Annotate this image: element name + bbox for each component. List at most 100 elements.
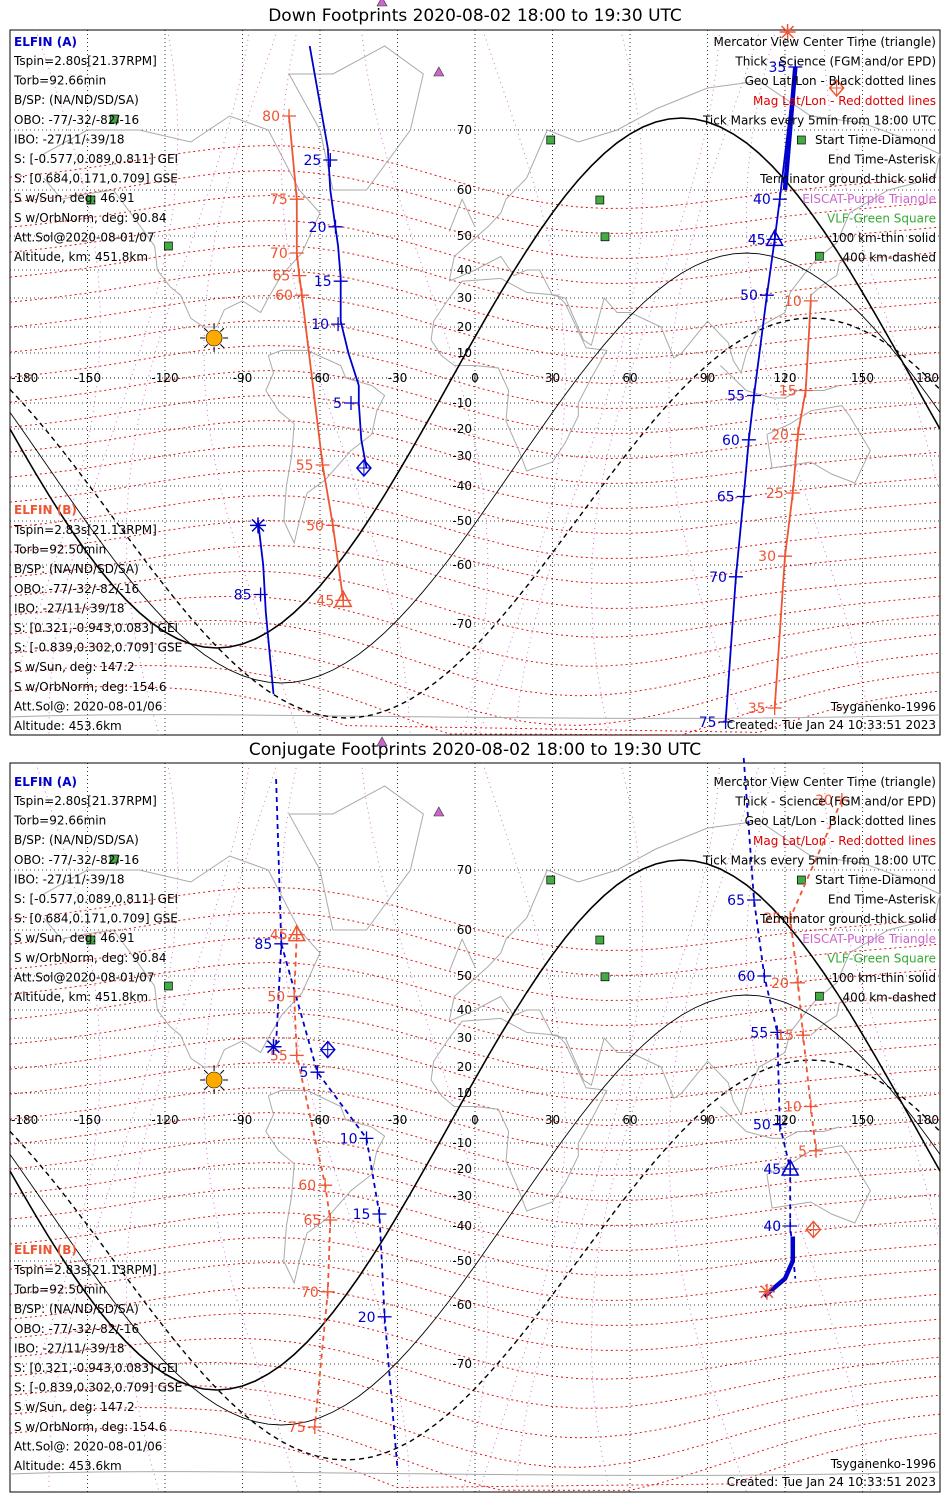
elfin-a-tick-label: 85 (254, 937, 272, 953)
vlf-station (600, 232, 610, 242)
lon-tick-label: 30 (545, 371, 560, 385)
sun-ray (220, 1069, 225, 1074)
vlf-station (109, 854, 119, 864)
mag-meridian (125, 29, 251, 736)
elfin-a-title: ELFIN (A) (14, 775, 77, 789)
terminator-400km (9, 317, 941, 719)
conjugate-footprints-map: -180 -150 -120 -90 -60 -30 0 30 60 90 120 150 180706… (9, 736, 941, 1493)
vlf-station (164, 981, 173, 991)
elfin-a-tick-label: 75 (699, 715, 717, 731)
lon-tick-label: -90 (233, 1113, 253, 1127)
elfin-b-info-line: B/SP: (NA/ND/SD/SA) (14, 562, 139, 576)
lon-tick-label: -30 (388, 371, 408, 385)
lat-tick-label: -60 (452, 558, 472, 572)
lat-tick-label: 10 (457, 346, 472, 360)
elfin-b-tick-mark (790, 427, 805, 442)
mag-parallel (9, 620, 941, 697)
elfin-a-west-tick-label: 5 (333, 396, 342, 412)
mag-parallel (9, 665, 941, 736)
elfin-a-info-line: IBO: -27/11/-39/18 (14, 132, 125, 146)
elfin-a-info-line: S: [-0.577,0.089,0.811] GEI (14, 152, 178, 166)
elfin-a-tick-label: 45 (748, 232, 766, 248)
lon-tick-label: 0 (471, 1113, 479, 1127)
lon-tick-label: -120 (151, 371, 178, 385)
vlf-station (164, 241, 173, 251)
elfin-a-west-tick-mark (331, 317, 346, 332)
elfin-a-tick-mark (772, 1117, 787, 1132)
elfin-a-info-line: Tspin=2.80s[21.37RPM] (13, 794, 157, 808)
elfin-b-tick-label: 70 (270, 246, 288, 262)
legend-entry: Tick Marks every 5min from 18:00 UTC (702, 853, 936, 867)
elfin-a-tick-label: 65 (727, 893, 745, 909)
model-label: Tsyganenko-1996 (830, 1457, 936, 1471)
elfin-b-tick-label: 30 (815, 793, 833, 809)
elfin-b-info-line: S: [0.321,-0.943,0.083] GEI (14, 621, 178, 635)
elfin-a-tick-mark (747, 893, 761, 907)
vlf-station (815, 991, 824, 1001)
legend-entry: VLF-Green Square (827, 951, 936, 965)
elfin-b-title: ELFIN (B) (14, 1243, 77, 1257)
eiscat-station (433, 806, 445, 817)
lon-tick-label: -90 (233, 371, 253, 385)
elfin-a-tick-mark (274, 936, 289, 951)
elfin-b-tick-label: 20 (771, 976, 789, 992)
legend-entry: Tick Marks every 5min from 18:00 UTC (702, 113, 936, 127)
elfin-b-tick-mark (798, 383, 813, 398)
lon-tick-label: 90 (700, 1113, 715, 1127)
elfin-b-tick-label: 30 (758, 549, 776, 565)
elfin-a-tick-mark (718, 715, 733, 729)
vlf-station (109, 114, 119, 124)
elfin-b-info-line: Torb=92.50min (13, 543, 106, 557)
elfin-a-info-line: S w/OrbNorm, deg: 90.84 (14, 211, 166, 225)
coastline-segment (288, 45, 424, 191)
elfin-b-track-east (789, 799, 843, 1151)
mag-parallel (9, 1312, 941, 1380)
mag-parallel (9, 643, 941, 726)
mag-parallel (9, 170, 941, 234)
axis-labels: -180 -150 -120 -90 -60 -30 0 30 60 90 120 150 180 70 6… (11, 123, 939, 631)
lat-tick-label: -10 (452, 1136, 472, 1150)
start-diamond-cross (320, 1041, 335, 1058)
elfin-b-center-triangle (334, 589, 353, 608)
elfin-a-tick-label: 40 (763, 1219, 781, 1235)
elfin-b-tick-label: 5 (798, 1144, 807, 1160)
vlf-station (595, 935, 605, 945)
mag-parallel (9, 912, 941, 976)
legend-entry: Mercator View Center Time (triangle) (714, 775, 936, 789)
mag-parallel (9, 1385, 941, 1468)
elfin-a-tick-label: 55 (727, 389, 745, 405)
geo-grid (9, 763, 941, 1492)
mag-meridian (19, 762, 101, 1420)
coastline-segment (265, 349, 386, 545)
eiscat-station (433, 66, 445, 77)
coastline-segment (766, 1145, 871, 1224)
mag-parallel (9, 887, 941, 951)
elfin-a-info-line: S: [-0.577,0.089,0.811] GEI (14, 892, 178, 906)
elfin-a-info-line: Torb=92.66min (13, 814, 106, 828)
elfin-b-tick-label: 15 (776, 1028, 794, 1044)
elfin-a-tick-mark (759, 288, 774, 303)
elfin-b-info-line: OBO: -77/-32/-82/-16 (14, 1322, 139, 1336)
legend-entry: 100 km-thin solid (831, 231, 936, 245)
elfin-b-tick-label: 60 (298, 1178, 316, 1194)
mag-meridian (478, 762, 566, 1493)
mag-parallel (9, 686, 941, 733)
legend-entry: Thick - Science (FGM and/or EPD) (734, 795, 936, 809)
elfin-a-info-line: S w/Sun, deg: 46.91 (14, 931, 135, 945)
lat-tick-label: -70 (452, 1357, 472, 1371)
elfin-b-info-line: B/SP: (NA/ND/SD/SA) (14, 1302, 139, 1316)
conjugate-footprints-panel: Conjugate Footprints 2020-08-02 18:00 to… (0, 736, 950, 1500)
lon-tick-label: -60 (310, 1113, 330, 1127)
elfin-a-info-line: Altitude, km: 451.8km (14, 250, 148, 264)
elfin-b-tick-label: 65 (273, 269, 291, 285)
elfin-b-tick-label: 25 (766, 486, 784, 502)
lon-tick-label: -150 (74, 371, 101, 385)
mag-parallel (9, 1187, 941, 1251)
coastline-segment (430, 1017, 608, 1212)
legend-entry: Geo Lat/Lon - Black dotted lines (745, 814, 936, 828)
vlf-station (815, 251, 824, 261)
mag-parallel (9, 370, 941, 434)
lat-tick-label: 20 (457, 1060, 472, 1074)
start-diamond-cross (806, 1221, 821, 1238)
lon-tick-label: 30 (545, 1113, 560, 1127)
